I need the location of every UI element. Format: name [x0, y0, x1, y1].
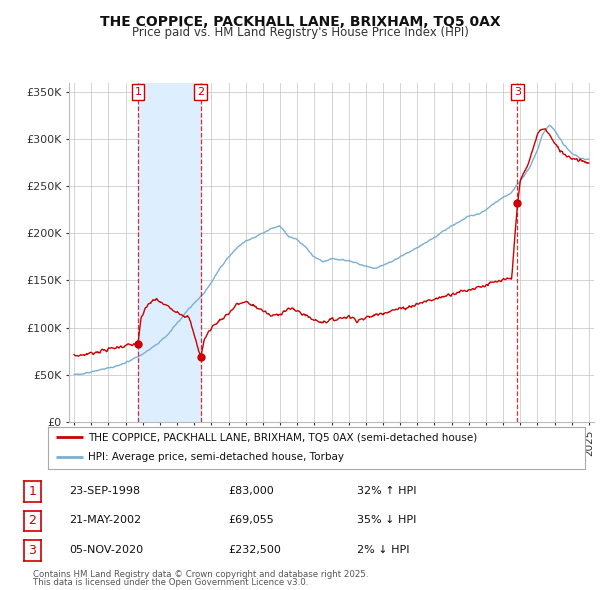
Text: 21-MAY-2002: 21-MAY-2002	[69, 516, 141, 525]
Text: THE COPPICE, PACKHALL LANE, BRIXHAM, TQ5 0AX (semi-detached house): THE COPPICE, PACKHALL LANE, BRIXHAM, TQ5…	[88, 432, 478, 442]
Text: 32% ↑ HPI: 32% ↑ HPI	[357, 486, 416, 496]
Text: 2: 2	[197, 87, 205, 97]
Text: 1: 1	[134, 87, 142, 97]
Text: 1: 1	[28, 485, 37, 498]
Text: £232,500: £232,500	[228, 545, 281, 555]
Text: 23-SEP-1998: 23-SEP-1998	[69, 486, 140, 496]
Text: £69,055: £69,055	[228, 516, 274, 525]
Bar	[138, 83, 201, 422]
Text: 2% ↓ HPI: 2% ↓ HPI	[357, 545, 409, 555]
Text: Contains HM Land Registry data © Crown copyright and database right 2025.: Contains HM Land Registry data © Crown c…	[33, 570, 368, 579]
Text: 3: 3	[514, 87, 521, 97]
Text: 35% ↓ HPI: 35% ↓ HPI	[357, 516, 416, 525]
Text: 2: 2	[28, 514, 37, 527]
Text: £83,000: £83,000	[228, 486, 274, 496]
Text: Price paid vs. HM Land Registry's House Price Index (HPI): Price paid vs. HM Land Registry's House …	[131, 26, 469, 39]
Text: 3: 3	[28, 544, 37, 557]
Text: 05-NOV-2020: 05-NOV-2020	[69, 545, 143, 555]
Text: This data is licensed under the Open Government Licence v3.0.: This data is licensed under the Open Gov…	[33, 578, 308, 587]
Text: HPI: Average price, semi-detached house, Torbay: HPI: Average price, semi-detached house,…	[88, 452, 344, 462]
Text: THE COPPICE, PACKHALL LANE, BRIXHAM, TQ5 0AX: THE COPPICE, PACKHALL LANE, BRIXHAM, TQ5…	[100, 15, 500, 30]
